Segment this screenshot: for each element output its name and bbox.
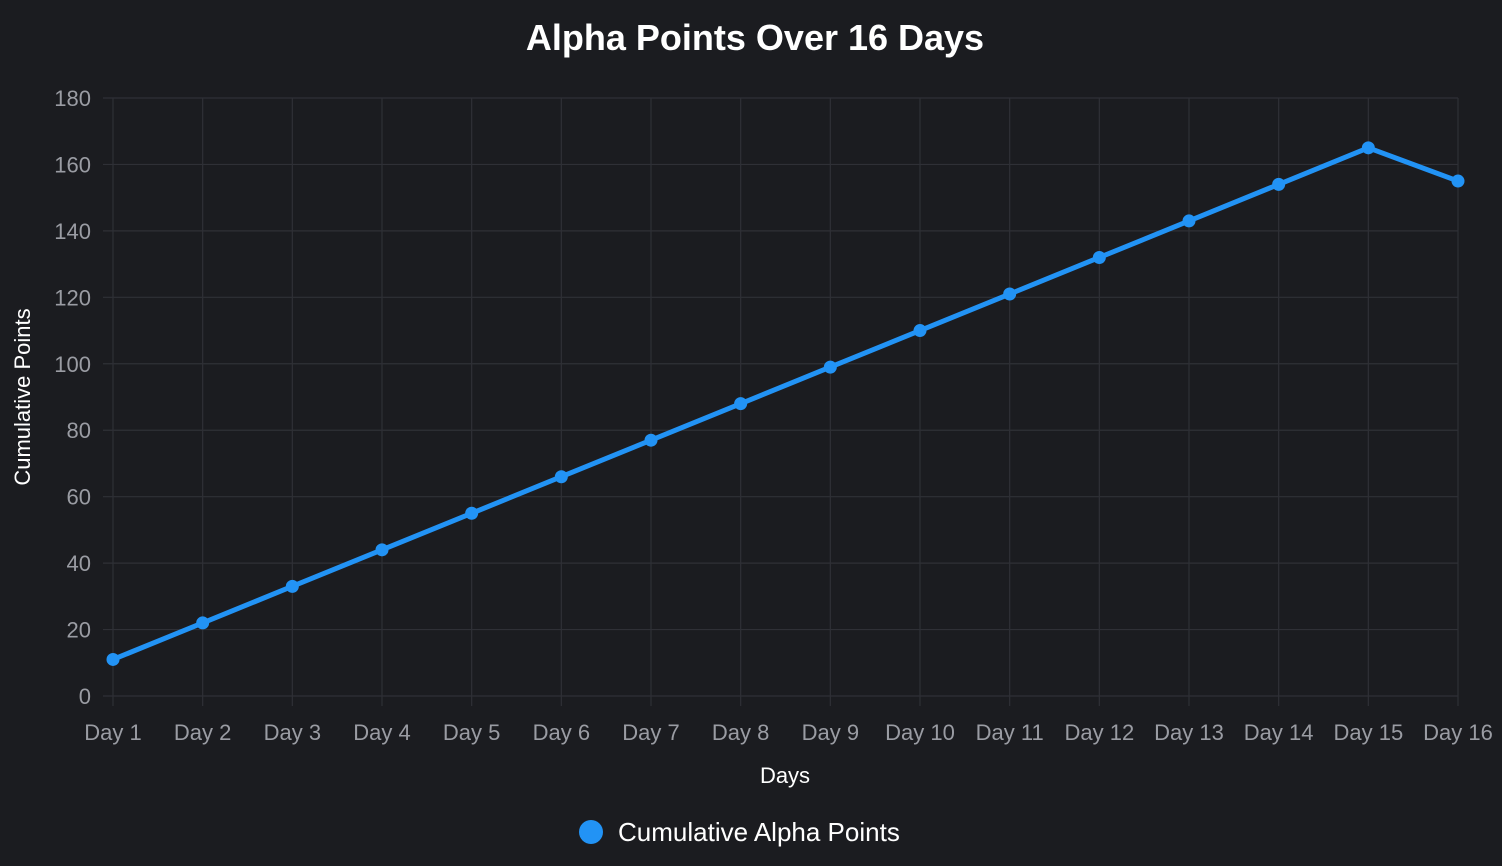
data-point[interactable] [1092, 250, 1106, 264]
y-axis-title: Cumulative Points [10, 308, 35, 485]
grid-lines [103, 97, 1459, 706]
legend-label: Cumulative Alpha Points [618, 817, 900, 847]
x-tick-label: Day 3 [264, 720, 321, 745]
series-line [110, 145, 1461, 662]
y-tick-label: 80 [67, 418, 91, 443]
x-tick-label: Day 10 [885, 720, 955, 745]
x-tick-label: Day 12 [1064, 720, 1134, 745]
x-tick-label: Day 8 [712, 720, 769, 745]
data-point[interactable] [106, 652, 120, 666]
data-point[interactable] [823, 360, 837, 374]
y-tick-label: 40 [67, 551, 91, 576]
legend[interactable]: Cumulative Alpha Points [579, 817, 900, 847]
x-tick-label: Day 7 [622, 720, 679, 745]
data-point[interactable] [1182, 214, 1196, 228]
data-point[interactable] [913, 324, 927, 338]
x-tick-label: Day 15 [1333, 720, 1403, 745]
data-point[interactable] [196, 616, 210, 630]
data-point[interactable] [644, 433, 658, 447]
data-point[interactable] [285, 579, 299, 593]
data-point[interactable] [1003, 287, 1017, 301]
data-point[interactable] [1451, 174, 1465, 188]
y-tick-label: 20 [67, 618, 91, 643]
chart-title: Alpha Points Over 16 Days [526, 17, 984, 58]
y-tick-label: 60 [67, 485, 91, 510]
x-axis-title: Days [760, 763, 810, 788]
y-tick-label: 100 [54, 352, 91, 377]
x-tick-label: Day 16 [1423, 720, 1493, 745]
y-axis-ticks: 0 20 40 60 80 100 120 140 160 180 [54, 86, 91, 709]
x-axis-ticks: Day 1 Day 2 Day 3 Day 4 Day 5 Day 6 Day 7 Day 8… [84, 720, 1493, 745]
x-tick-label: Day 9 [802, 720, 859, 745]
data-point[interactable] [375, 543, 389, 557]
x-tick-label: Day 13 [1154, 720, 1224, 745]
x-tick-label: Day 1 [84, 720, 141, 745]
x-tick-label: Day 11 [976, 720, 1044, 745]
data-point[interactable] [1361, 141, 1375, 155]
data-point[interactable] [554, 470, 568, 484]
x-tick-label: Day 4 [353, 720, 410, 745]
y-tick-label: 120 [54, 285, 91, 310]
data-point[interactable] [465, 506, 479, 520]
legend-swatch-icon [579, 820, 603, 844]
x-tick-label: Day 5 [443, 720, 500, 745]
data-point[interactable] [734, 397, 748, 411]
y-tick-label: 0 [79, 684, 91, 709]
y-tick-label: 160 [54, 152, 91, 177]
y-tick-label: 140 [54, 219, 91, 244]
series-layer [106, 141, 1465, 666]
x-tick-label: Day 14 [1244, 720, 1314, 745]
x-tick-label: Day 6 [533, 720, 590, 745]
data-point[interactable] [1272, 177, 1286, 191]
x-tick-label: Day 2 [174, 720, 231, 745]
y-tick-label: 180 [54, 86, 91, 111]
